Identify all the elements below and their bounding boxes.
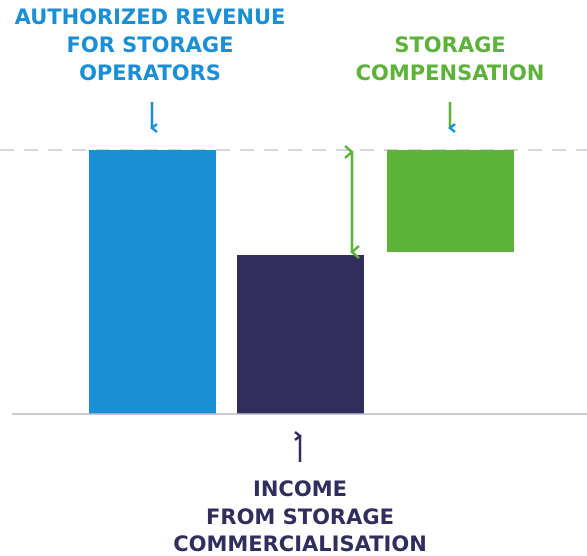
label-line: COMPENSATION bbox=[356, 61, 545, 85]
compensation-bar bbox=[387, 150, 514, 252]
label-line: STORAGE bbox=[394, 33, 505, 57]
label-line: INCOME bbox=[253, 477, 347, 501]
revenue-label: AUTHORIZED REVENUE FOR STORAGE OPERATORS bbox=[15, 5, 286, 85]
label-line: FROM STORAGE bbox=[206, 505, 394, 529]
label-line: COMMERCIALISATION bbox=[173, 532, 427, 556]
label-line: AUTHORIZED REVENUE bbox=[15, 5, 286, 29]
label-line: OPERATORS bbox=[79, 61, 221, 85]
compensation-label: STORAGE COMPENSATION bbox=[356, 33, 545, 85]
label-line: FOR STORAGE bbox=[67, 33, 234, 57]
income-label: INCOME FROM STORAGE COMMERCIALISATION bbox=[173, 477, 427, 556]
revenue-bar bbox=[89, 150, 216, 414]
income-bar bbox=[237, 255, 364, 414]
